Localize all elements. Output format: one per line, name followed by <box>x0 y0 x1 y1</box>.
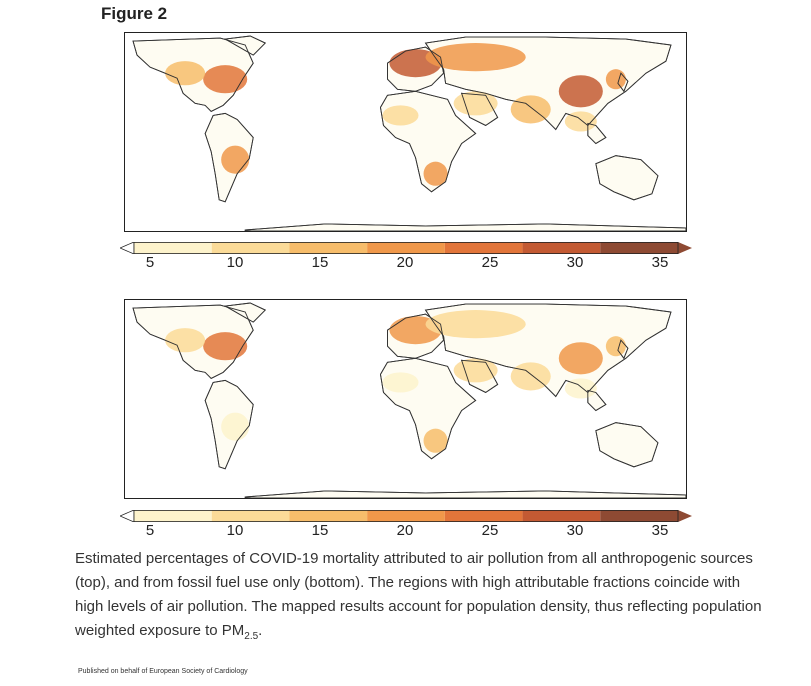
map-all-anthropogenic <box>124 32 687 232</box>
coastline <box>379 90 477 193</box>
region-eastern-north-america <box>203 65 248 94</box>
colorbar-bin <box>211 510 290 522</box>
colorbar-bin <box>134 242 212 254</box>
world-map-bottom <box>132 302 686 498</box>
region-west-africa <box>382 105 419 126</box>
coastline <box>244 490 686 498</box>
coastline <box>223 302 267 323</box>
region-east-china <box>558 75 603 108</box>
colorbar-tick-label: 25 <box>481 522 499 539</box>
colorbar-bin <box>134 510 212 522</box>
coastline <box>132 37 254 112</box>
region-eastern-north-america <box>203 332 248 361</box>
coastline <box>204 112 254 203</box>
colorbar-tick-label: 5 <box>145 522 155 539</box>
region-southeast-asia <box>564 378 597 399</box>
colorbar-bin <box>289 510 368 522</box>
colorbar-bin <box>367 242 445 254</box>
colorbar-bottom: 5 10 15 20 25 30 35 <box>120 510 692 539</box>
colorbar-top: 5 10 15 20 25 30 35 <box>120 242 692 271</box>
colorbar-tick-label: 35 <box>651 522 669 539</box>
region-southern-brazil <box>221 145 250 174</box>
colorbar-tick-label: 15 <box>311 522 329 539</box>
region-south-asia <box>510 95 551 124</box>
colorbar-frame <box>133 242 679 254</box>
region-japan-korea <box>605 336 626 357</box>
colorbar-bin <box>522 242 601 254</box>
figure-title: Figure 2 <box>101 4 168 23</box>
coastline <box>424 303 672 398</box>
coastline <box>595 422 659 468</box>
coastline <box>132 304 254 379</box>
colorbar-bin <box>444 242 523 254</box>
colorbar-bin <box>600 242 678 254</box>
colorbar-bin <box>600 510 678 522</box>
region-east-china <box>558 342 603 375</box>
coastline <box>595 155 659 201</box>
coastline <box>424 36 672 131</box>
region-eastern-europe-russia <box>425 43 526 72</box>
map-fossil-fuel <box>124 299 687 499</box>
colorbar-bin <box>211 242 290 254</box>
figure-caption: Estimated percentages of COVID-19 mortal… <box>75 547 765 649</box>
caption-text: Estimated percentages of COVID-19 mortal… <box>75 550 762 639</box>
colorbar-tick-label: 20 <box>396 254 414 271</box>
colorbar-min-arrow <box>120 510 135 522</box>
colorbar-tick-label: 25 <box>481 254 499 271</box>
colorbar-tick-label: 15 <box>311 254 329 271</box>
caption-end: . <box>258 622 263 639</box>
colorbar-max-arrow <box>678 510 692 522</box>
region-japan-korea <box>605 69 626 90</box>
colorbar-tick-label: 35 <box>651 254 669 271</box>
coastline <box>617 339 629 360</box>
coastline <box>587 389 607 412</box>
caption-subscript: 2.5 <box>244 631 259 642</box>
region-southern-africa <box>423 161 448 186</box>
colorbar-frame <box>133 510 679 522</box>
coastline <box>460 92 499 126</box>
colorbar-bin <box>444 510 523 522</box>
colorbar-tick-label: 30 <box>566 254 584 271</box>
landmass <box>595 422 659 468</box>
world-map-top <box>132 35 686 231</box>
landmass <box>595 155 659 201</box>
coastline <box>223 35 267 56</box>
colorbar-max-arrow <box>678 242 692 254</box>
publisher-note: Published on behalf of European Society … <box>78 668 248 675</box>
region-western-north-america <box>165 328 206 353</box>
region-eastern-europe-russia <box>425 310 526 339</box>
coastline <box>617 72 629 93</box>
coastline <box>379 357 477 460</box>
region-southern-brazil <box>221 412 250 441</box>
colorbar-tick-label: 20 <box>396 522 414 539</box>
colorbar-min-arrow <box>120 242 135 254</box>
colorbar-tick-label: 30 <box>566 522 584 539</box>
coastline <box>460 359 499 393</box>
region-southeast-asia <box>564 111 597 132</box>
coastline <box>587 122 607 145</box>
coastline <box>387 313 445 359</box>
region-western-north-america <box>165 61 206 86</box>
region-west-africa <box>382 372 419 393</box>
colorbar-tick-label: 10 <box>226 522 244 539</box>
colorbar-tick-label: 5 <box>145 254 155 271</box>
colorbar-bin <box>289 242 368 254</box>
region-southern-africa <box>423 428 448 453</box>
colorbar-bin <box>522 510 601 522</box>
coastline <box>387 46 445 92</box>
colorbar-bin <box>367 510 445 522</box>
coastline <box>204 379 254 470</box>
region-south-asia <box>510 362 551 391</box>
colorbar-tick-label: 10 <box>226 254 244 271</box>
